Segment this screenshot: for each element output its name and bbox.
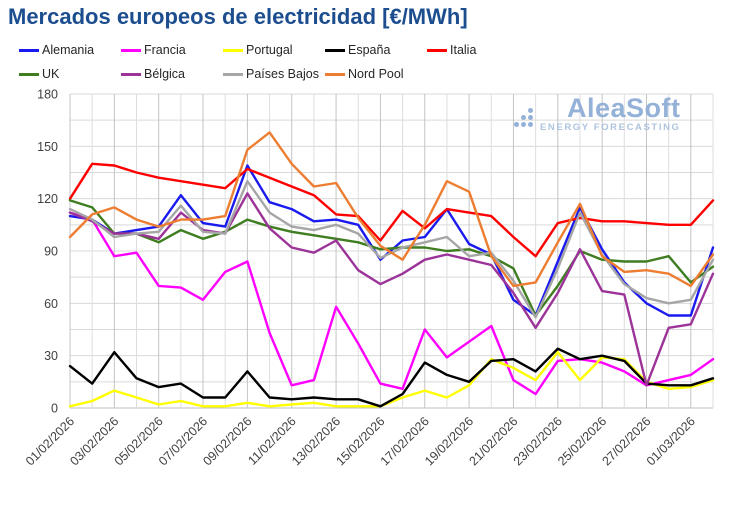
y-tick-label: 90 bbox=[44, 245, 58, 259]
legend-dash-icon bbox=[325, 72, 345, 76]
series-line-alemania bbox=[68, 164, 715, 317]
y-tick-label: 180 bbox=[37, 88, 58, 102]
legend-dash-icon bbox=[223, 48, 243, 52]
legend-row: Alemania Francia Portugal España Italia bbox=[0, 38, 730, 62]
legend-item-espa-a: España bbox=[325, 43, 427, 57]
legend-dash-icon bbox=[19, 72, 39, 76]
series-line-espa-a bbox=[68, 347, 715, 408]
y-tick-label: 0 bbox=[51, 402, 58, 416]
legend-label: UK bbox=[42, 67, 60, 81]
series-line-francia bbox=[68, 211, 715, 396]
legend-item-b-lgica: Bélgica bbox=[121, 67, 223, 81]
legend-label: Portugal bbox=[246, 43, 293, 57]
y-tick-label: 120 bbox=[37, 192, 58, 206]
legend-label: España bbox=[348, 43, 391, 57]
series-line-nord-pool bbox=[68, 131, 715, 288]
legend-label: Bélgica bbox=[144, 67, 185, 81]
y-tick-label: 60 bbox=[44, 297, 58, 311]
legend: Alemania Francia Portugal España Italia UK Bél… bbox=[0, 38, 730, 86]
legend-dash-icon bbox=[121, 72, 141, 76]
legend-dash-icon bbox=[121, 48, 141, 52]
legend-item-francia: Francia bbox=[121, 43, 223, 57]
legend-row: UK Bélgica Países Bajos Nord Pool bbox=[0, 62, 730, 86]
legend-label: Alemania bbox=[42, 43, 95, 57]
chart-title: Mercados europeos de electricidad [€/MWh… bbox=[8, 4, 468, 29]
legend-item-italia: Italia bbox=[427, 43, 529, 57]
legend-dash-icon bbox=[19, 48, 39, 52]
legend-item-portugal: Portugal bbox=[223, 43, 325, 57]
x-tick-label: 01/03/2026 bbox=[644, 414, 698, 468]
legend-item-nord-pool: Nord Pool bbox=[325, 67, 427, 81]
legend-dash-icon bbox=[325, 48, 345, 52]
legend-dash-icon bbox=[427, 48, 447, 52]
legend-dash-icon bbox=[223, 72, 243, 76]
legend-label: Italia bbox=[450, 43, 477, 57]
legend-label: Nord Pool bbox=[348, 67, 404, 81]
series-line-italia bbox=[68, 162, 715, 258]
series-line-b-lgica bbox=[68, 192, 715, 387]
legend-item-uk: UK bbox=[19, 67, 121, 81]
y-tick-label: 150 bbox=[37, 140, 58, 154]
y-tick-label: 30 bbox=[44, 349, 58, 363]
legend-label: Países Bajos bbox=[246, 67, 319, 81]
legend-label: Francia bbox=[144, 43, 186, 57]
legend-item-alemania: Alemania bbox=[19, 43, 121, 57]
legend-item-pa-ses-bajos: Países Bajos bbox=[223, 67, 325, 81]
